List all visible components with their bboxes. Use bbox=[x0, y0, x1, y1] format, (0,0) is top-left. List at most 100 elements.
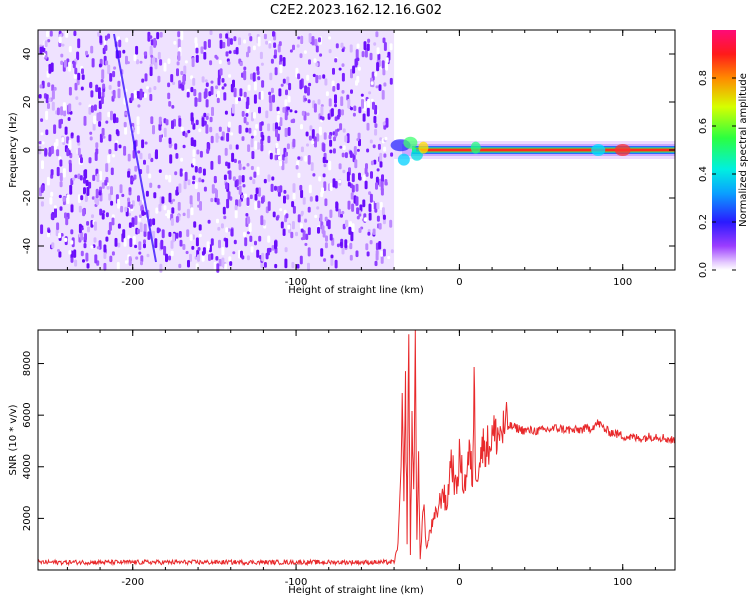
noise-speck bbox=[81, 74, 85, 80]
noise-speck bbox=[77, 147, 81, 156]
noise-speck bbox=[229, 38, 233, 45]
noise-speck bbox=[346, 171, 350, 182]
noise-speck bbox=[117, 88, 121, 99]
noise-speck bbox=[278, 155, 281, 161]
noise-speck bbox=[335, 204, 339, 212]
noise-speck bbox=[122, 49, 126, 54]
noise-speck bbox=[143, 239, 146, 244]
noise-speck bbox=[89, 131, 93, 135]
noise-speck bbox=[140, 255, 144, 263]
noise-speck bbox=[319, 53, 323, 57]
noise-speck bbox=[174, 143, 178, 150]
noise-speck bbox=[95, 188, 99, 199]
noise-speck bbox=[322, 230, 326, 238]
noise-speck bbox=[284, 127, 288, 138]
noise-speck bbox=[389, 219, 393, 228]
noise-speck bbox=[90, 90, 94, 98]
noise-speck bbox=[286, 143, 290, 150]
noise-speck bbox=[279, 208, 283, 212]
noise-speck bbox=[290, 231, 294, 239]
noise-speck bbox=[375, 182, 378, 190]
noise-speck bbox=[56, 166, 60, 177]
noise-speck bbox=[165, 174, 168, 180]
noise-speck bbox=[349, 254, 353, 261]
noise-speck bbox=[316, 133, 320, 142]
noise-speck bbox=[378, 241, 382, 250]
noise-speck bbox=[308, 33, 312, 43]
noise-speck bbox=[347, 200, 351, 210]
noise-speck bbox=[374, 128, 378, 136]
noise-speck bbox=[328, 160, 332, 171]
noise-speck bbox=[218, 239, 221, 249]
noise-speck bbox=[156, 32, 160, 40]
noise-speck bbox=[180, 126, 184, 132]
noise-speck bbox=[382, 37, 386, 44]
noise-speck bbox=[168, 255, 171, 261]
noise-speck bbox=[137, 150, 141, 154]
noise-speck bbox=[276, 106, 280, 112]
noise-speck bbox=[340, 42, 344, 48]
signal-blob bbox=[591, 144, 606, 156]
noise-speck bbox=[193, 139, 197, 147]
noise-speck bbox=[292, 205, 296, 214]
noise-speck bbox=[178, 231, 182, 238]
noise-speck bbox=[300, 228, 304, 233]
noise-speck bbox=[146, 165, 150, 174]
noise-speck bbox=[104, 44, 108, 51]
noise-speck bbox=[110, 167, 114, 176]
snr-panel: -200 -100 0 100 2000 4000 6000 8000 Height of … bbox=[8, 329, 676, 596]
noise-speck bbox=[117, 242, 121, 248]
noise-speck bbox=[315, 195, 319, 202]
noise-speck bbox=[318, 126, 322, 136]
noise-speck bbox=[233, 49, 237, 55]
noise-speck bbox=[56, 222, 60, 231]
noise-speck bbox=[375, 242, 379, 251]
noise-speck bbox=[372, 101, 375, 110]
noise-speck bbox=[216, 135, 220, 139]
noise-speck bbox=[308, 184, 312, 194]
noise-speck bbox=[220, 136, 224, 141]
noise-speck bbox=[199, 201, 202, 211]
noise-speck bbox=[128, 222, 132, 228]
x-tick-label: 0 bbox=[456, 577, 462, 588]
noise-speck bbox=[148, 87, 152, 93]
noise-speck bbox=[258, 235, 262, 242]
noise-speck bbox=[263, 178, 267, 184]
noise-speck bbox=[207, 219, 211, 224]
noise-speck bbox=[64, 237, 68, 242]
noise-speck bbox=[102, 135, 106, 139]
noise-speck bbox=[363, 41, 367, 51]
noise-speck bbox=[390, 152, 394, 157]
noise-speck bbox=[173, 40, 177, 45]
noise-speck bbox=[81, 68, 84, 75]
noise-speck bbox=[190, 137, 194, 147]
noise-speck bbox=[68, 250, 72, 255]
noise-speck bbox=[284, 99, 288, 107]
noise-speck bbox=[269, 152, 273, 160]
noise-speck bbox=[318, 176, 322, 182]
noise-speck bbox=[205, 124, 209, 134]
noise-speck bbox=[313, 103, 317, 113]
noise-speck bbox=[171, 207, 175, 214]
noise-speck bbox=[38, 94, 42, 99]
noise-speck bbox=[112, 70, 116, 78]
noise-speck bbox=[88, 181, 92, 189]
noise-speck bbox=[103, 252, 107, 259]
noise-speck bbox=[67, 117, 71, 121]
noise-speck bbox=[353, 146, 357, 156]
noise-speck bbox=[308, 82, 312, 87]
noise-speck bbox=[261, 80, 265, 88]
noise-speck bbox=[40, 201, 44, 207]
noise-speck bbox=[262, 219, 266, 226]
noise-speck bbox=[285, 151, 288, 157]
noise-speck bbox=[267, 201, 271, 211]
noise-speck bbox=[254, 240, 257, 246]
noise-speck bbox=[145, 190, 149, 197]
noise-speck bbox=[94, 151, 98, 161]
noise-speck bbox=[308, 59, 311, 65]
noise-speck bbox=[268, 247, 272, 253]
noise-speck bbox=[171, 105, 175, 109]
noise-speck bbox=[373, 159, 377, 165]
noise-speck bbox=[197, 247, 201, 251]
noise-speck bbox=[108, 221, 112, 231]
